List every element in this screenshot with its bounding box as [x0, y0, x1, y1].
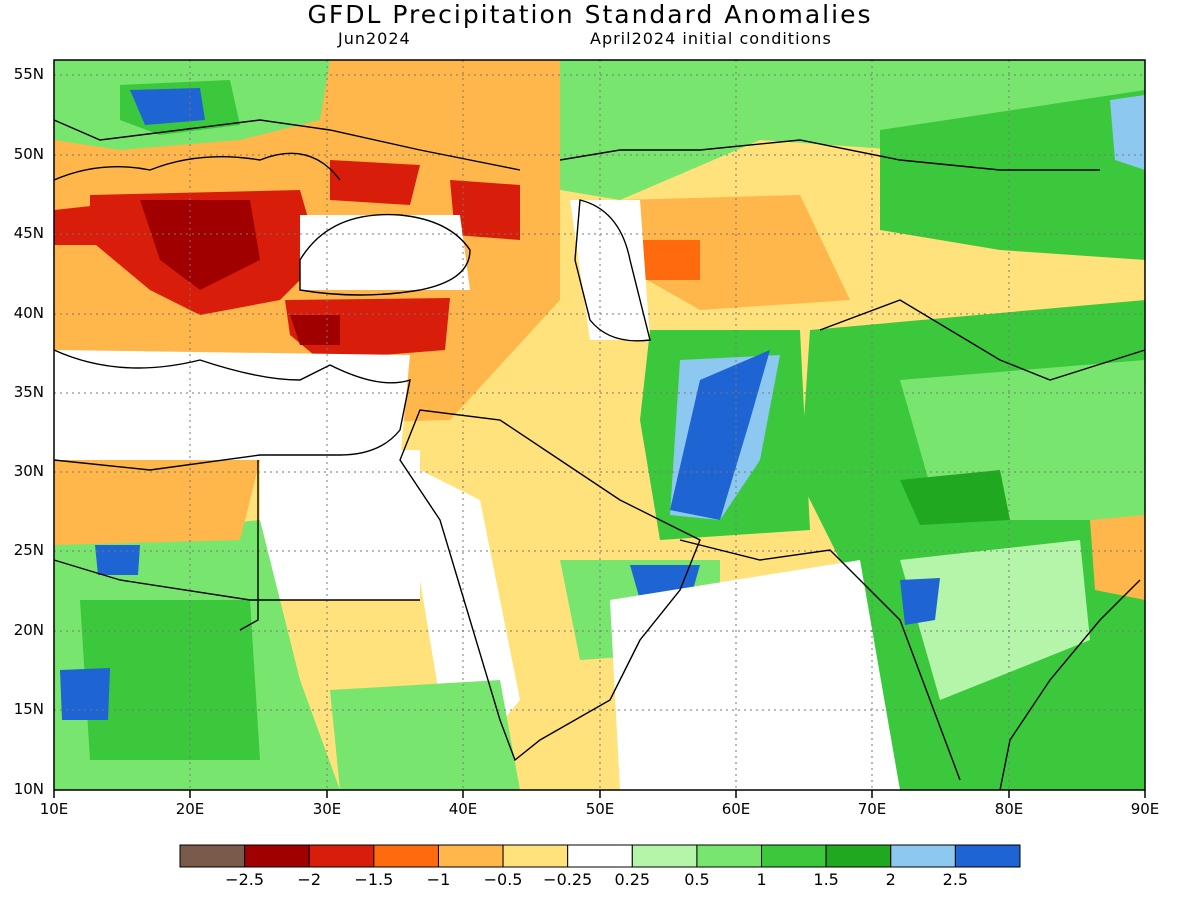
colorbar-swatch — [890, 844, 956, 868]
colorbar-swatch — [631, 844, 698, 868]
coastlines — [53, 119, 1146, 791]
colorbar-label: −1 — [426, 870, 451, 889]
colorbar-swatch — [437, 844, 504, 868]
x-tick-label: 90E — [1130, 800, 1160, 818]
colorbar-swatch — [761, 844, 827, 868]
colorbar-swatch — [308, 844, 375, 868]
colorbar-label: 1 — [756, 870, 767, 889]
y-tick-label: 40N — [13, 304, 44, 322]
colorbar-label: 2 — [885, 870, 896, 889]
y-tick-label: 45N — [13, 224, 44, 242]
forecast-month: Jun2024 — [338, 29, 411, 48]
x-tick-label: 50E — [585, 800, 615, 818]
colorbar — [179, 844, 1021, 868]
anomaly-ukraine — [330, 160, 420, 205]
y-tick-label: 30N — [13, 462, 44, 480]
colorbar-swatch — [244, 844, 310, 868]
x-tick-label: 70E — [857, 800, 887, 818]
colorbar-label: −2 — [297, 870, 322, 889]
colorbar-label: 1.5 — [813, 870, 839, 889]
anomaly-balkans — [140, 200, 260, 290]
colorbar-swatch — [373, 844, 439, 868]
anomaly-siberia — [560, 60, 1145, 230]
colorbar-label: −2.5 — [225, 870, 265, 889]
colorbar-label: 2.5 — [942, 870, 969, 889]
initial-conditions: April2024 initial conditions — [590, 29, 832, 48]
colorbar-swatch — [825, 844, 892, 868]
page-title: GFDL Precipitation Standard Anomalies — [307, 0, 873, 29]
colorbar-swatch — [954, 844, 1021, 868]
y-tick-label: 35N — [13, 383, 44, 401]
x-tick-label: 80E — [994, 800, 1024, 818]
x-tick-label: 20E — [175, 800, 205, 818]
y-tick-label: 55N — [13, 65, 44, 83]
colorbar-label: −1.5 — [354, 870, 394, 889]
y-tick-label: 20N — [13, 621, 44, 639]
x-tick-label: 30E — [312, 800, 342, 818]
axis-ticks — [53, 790, 1146, 798]
colorbar-swatch — [179, 844, 246, 868]
x-tick-label: 10E — [39, 800, 69, 818]
colorbar-swatch — [502, 844, 569, 868]
y-tick-label: 10N — [13, 780, 44, 798]
y-tick-label: 25N — [13, 541, 44, 559]
anomaly-poland — [130, 88, 205, 125]
x-tick-label: 60E — [721, 800, 751, 818]
colorbar-label: −0.25 — [543, 870, 593, 889]
y-tick-label: 15N — [13, 700, 44, 718]
y-tick-label: 50N — [13, 145, 44, 163]
colorbar-swatch — [696, 844, 763, 868]
colorbar-swatch — [567, 844, 633, 868]
colorbar-label: 0.5 — [684, 870, 710, 889]
x-tick-label: 40E — [448, 800, 478, 818]
colorbar-label: −0.5 — [483, 870, 523, 889]
grid-lines — [54, 60, 1145, 790]
colorbar-label: 0.25 — [614, 870, 651, 889]
